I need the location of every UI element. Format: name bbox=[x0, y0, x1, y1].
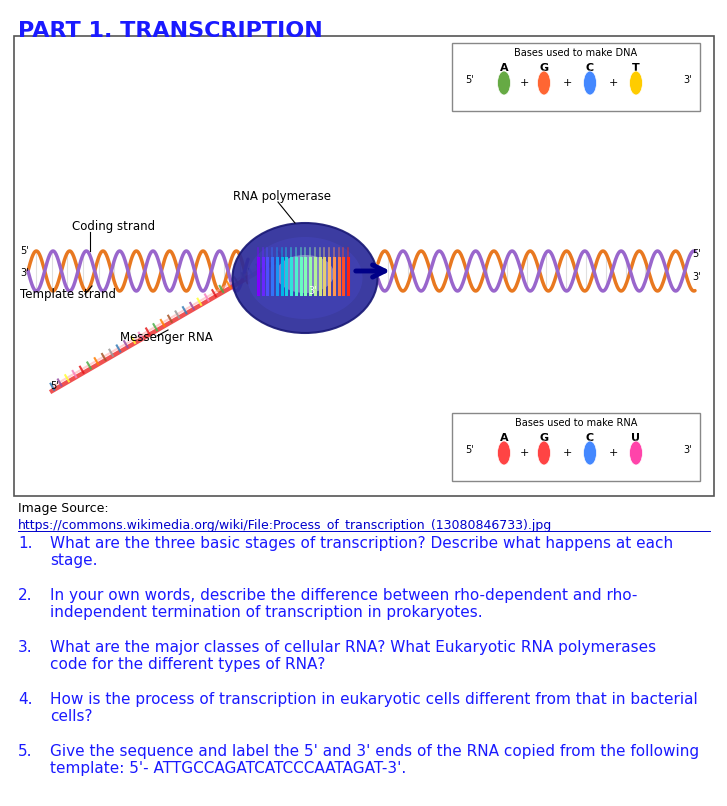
Bar bbox=[14, 36, 714, 496]
Ellipse shape bbox=[497, 71, 510, 95]
Text: What are the three basic stages of transcription? Describe what happens at each: What are the three basic stages of trans… bbox=[50, 536, 673, 551]
Text: +: + bbox=[608, 448, 618, 458]
Text: 2.: 2. bbox=[18, 588, 33, 603]
Text: Coding strand: Coding strand bbox=[72, 220, 155, 233]
Ellipse shape bbox=[630, 441, 643, 465]
Text: +: + bbox=[519, 78, 529, 88]
Text: Give the sequence and label the 5' and 3' ends of the RNA copied from the follow: Give the sequence and label the 5' and 3… bbox=[50, 744, 699, 759]
Text: C: C bbox=[586, 63, 594, 73]
Text: What are the major classes of cellular RNA? What Eukaryotic RNA polymerases: What are the major classes of cellular R… bbox=[50, 640, 656, 655]
Text: 3': 3' bbox=[692, 272, 701, 282]
Text: How is the process of transcription in eukaryotic cells different from that in b: How is the process of transcription in e… bbox=[50, 692, 698, 707]
Bar bbox=[452, 413, 700, 481]
Text: 1.: 1. bbox=[18, 536, 33, 551]
Text: Bases used to make RNA: Bases used to make RNA bbox=[515, 418, 637, 428]
Text: 3': 3' bbox=[683, 75, 691, 85]
Ellipse shape bbox=[537, 441, 550, 465]
Ellipse shape bbox=[584, 441, 596, 465]
Text: T: T bbox=[632, 63, 640, 73]
Text: +: + bbox=[562, 78, 571, 88]
Text: RNA polymerase: RNA polymerase bbox=[233, 190, 331, 203]
Text: U: U bbox=[632, 433, 640, 443]
Text: 5': 5' bbox=[20, 246, 29, 256]
Text: 3': 3' bbox=[308, 286, 317, 296]
Ellipse shape bbox=[247, 237, 363, 319]
Text: Messenger RNA: Messenger RNA bbox=[120, 331, 213, 344]
Text: independent termination of transcription in prokaryotes.: independent termination of transcription… bbox=[50, 605, 483, 620]
Text: Bases used to make DNA: Bases used to make DNA bbox=[515, 48, 638, 58]
Text: G: G bbox=[539, 63, 549, 73]
Text: template: 5'- ATTGCCAGATCATCCCAATAGAT-3'.: template: 5'- ATTGCCAGATCATCCCAATAGAT-3'… bbox=[50, 761, 406, 776]
Text: Image Source:: Image Source: bbox=[18, 502, 108, 515]
Bar bbox=[452, 43, 700, 111]
Text: stage.: stage. bbox=[50, 553, 97, 568]
Text: +: + bbox=[608, 78, 618, 88]
Text: 3.: 3. bbox=[18, 640, 33, 655]
Text: G: G bbox=[539, 433, 549, 443]
Text: +: + bbox=[562, 448, 571, 458]
Ellipse shape bbox=[233, 223, 377, 333]
Text: 3': 3' bbox=[20, 268, 28, 278]
Ellipse shape bbox=[537, 71, 550, 95]
Ellipse shape bbox=[497, 441, 510, 465]
Text: C: C bbox=[586, 433, 594, 443]
Text: 5': 5' bbox=[692, 249, 701, 259]
Text: PART 1. TRANSCRIPTION: PART 1. TRANSCRIPTION bbox=[18, 21, 323, 41]
Text: 5': 5' bbox=[465, 75, 474, 85]
Text: A: A bbox=[499, 433, 508, 443]
Ellipse shape bbox=[584, 71, 596, 95]
Text: +: + bbox=[519, 448, 529, 458]
Text: 5': 5' bbox=[50, 381, 59, 391]
Text: 5': 5' bbox=[465, 445, 474, 455]
Text: 5.: 5. bbox=[18, 744, 33, 759]
Text: Template strand: Template strand bbox=[20, 288, 116, 301]
Ellipse shape bbox=[630, 71, 643, 95]
Text: https://commons.wikimedia.org/wiki/File:Process_of_transcription_(13080846733).j: https://commons.wikimedia.org/wiki/File:… bbox=[18, 519, 553, 532]
Text: In your own words, describe the difference between rho-dependent and rho-: In your own words, describe the differen… bbox=[50, 588, 638, 603]
Text: code for the different types of RNA?: code for the different types of RNA? bbox=[50, 657, 326, 672]
Text: 4.: 4. bbox=[18, 692, 33, 707]
Text: cells?: cells? bbox=[50, 709, 92, 724]
Text: A: A bbox=[499, 63, 508, 73]
Text: 3': 3' bbox=[683, 445, 691, 455]
Ellipse shape bbox=[276, 255, 334, 293]
